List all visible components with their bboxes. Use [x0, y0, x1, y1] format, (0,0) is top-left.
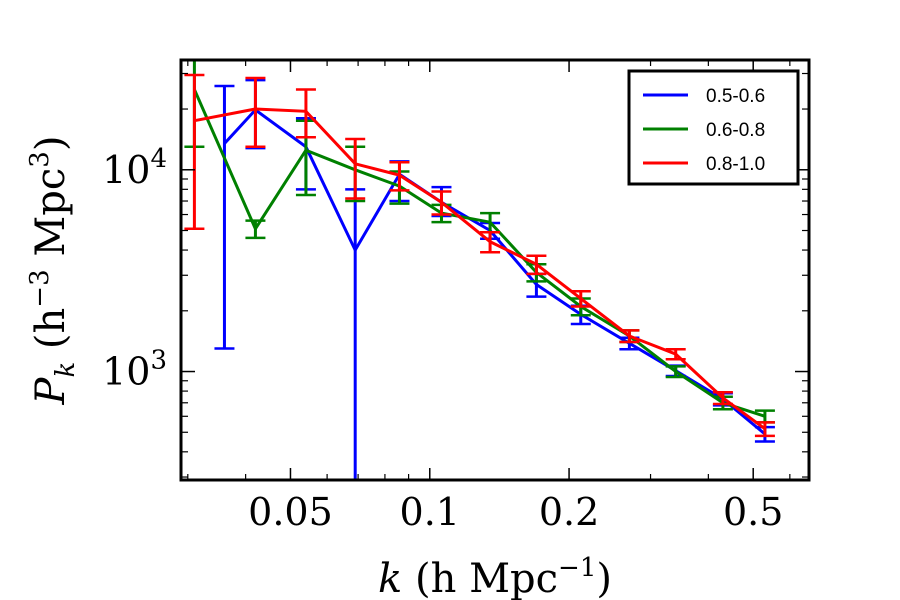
- errorbar-2-9: [619, 329, 640, 344]
- x-tick-label-2: 0.2: [539, 490, 599, 534]
- errorbar-2-1: [245, 76, 266, 149]
- errorbar-2-0: [184, 73, 205, 231]
- series-layer: [184, 60, 775, 480]
- series-2: [184, 73, 775, 438]
- tick-layer: 0.05 0.1 0.2 0.5 103 104: [102, 60, 809, 534]
- errorbar-2-5: [431, 190, 452, 216]
- x-axis-label: k (h Mpc−1): [378, 553, 612, 600]
- y-tick-label-1: 104: [102, 144, 167, 192]
- legend-label-2: 0.8-1.0: [706, 154, 765, 175]
- legend: 0.5-0.6 0.6-0.8 0.8-1.0: [627, 69, 800, 186]
- x-tick-label-3: 0.5: [723, 490, 783, 534]
- plot-frame: [179, 58, 811, 482]
- errorbar-0-0: [214, 84, 235, 350]
- legend-label-1: 0.6-0.8: [706, 120, 765, 141]
- errorbar-2-10: [665, 347, 686, 361]
- errorbar-2-11: [712, 390, 733, 406]
- legend-label-0: 0.5-0.6: [706, 86, 765, 107]
- errorbar-2-12: [754, 421, 775, 438]
- errorbar-2-4: [389, 160, 410, 192]
- errorbar-1-12: [754, 409, 775, 424]
- errorbar-2-7: [526, 254, 547, 276]
- x-tick-label-1: 0.1: [400, 490, 460, 534]
- legend-entry-2: 0.8-1.0: [643, 154, 765, 175]
- errorbar-2-2: [295, 88, 316, 139]
- errorbar-2-6: [480, 231, 501, 254]
- x-tick-label-0: 0.05: [248, 490, 333, 534]
- legend-entry-1: 0.6-0.8: [643, 120, 765, 141]
- y-axis-label: Pk (h−3 Mpc3): [25, 136, 81, 406]
- legend-entry-0: 0.5-0.6: [643, 86, 765, 107]
- errorbar-2-8: [570, 289, 591, 308]
- y-tick-label-0: 103: [102, 346, 167, 394]
- errorbar-2-3: [345, 137, 366, 200]
- errorbar-1-10: [665, 365, 686, 379]
- errorbar-1-1: [245, 219, 266, 240]
